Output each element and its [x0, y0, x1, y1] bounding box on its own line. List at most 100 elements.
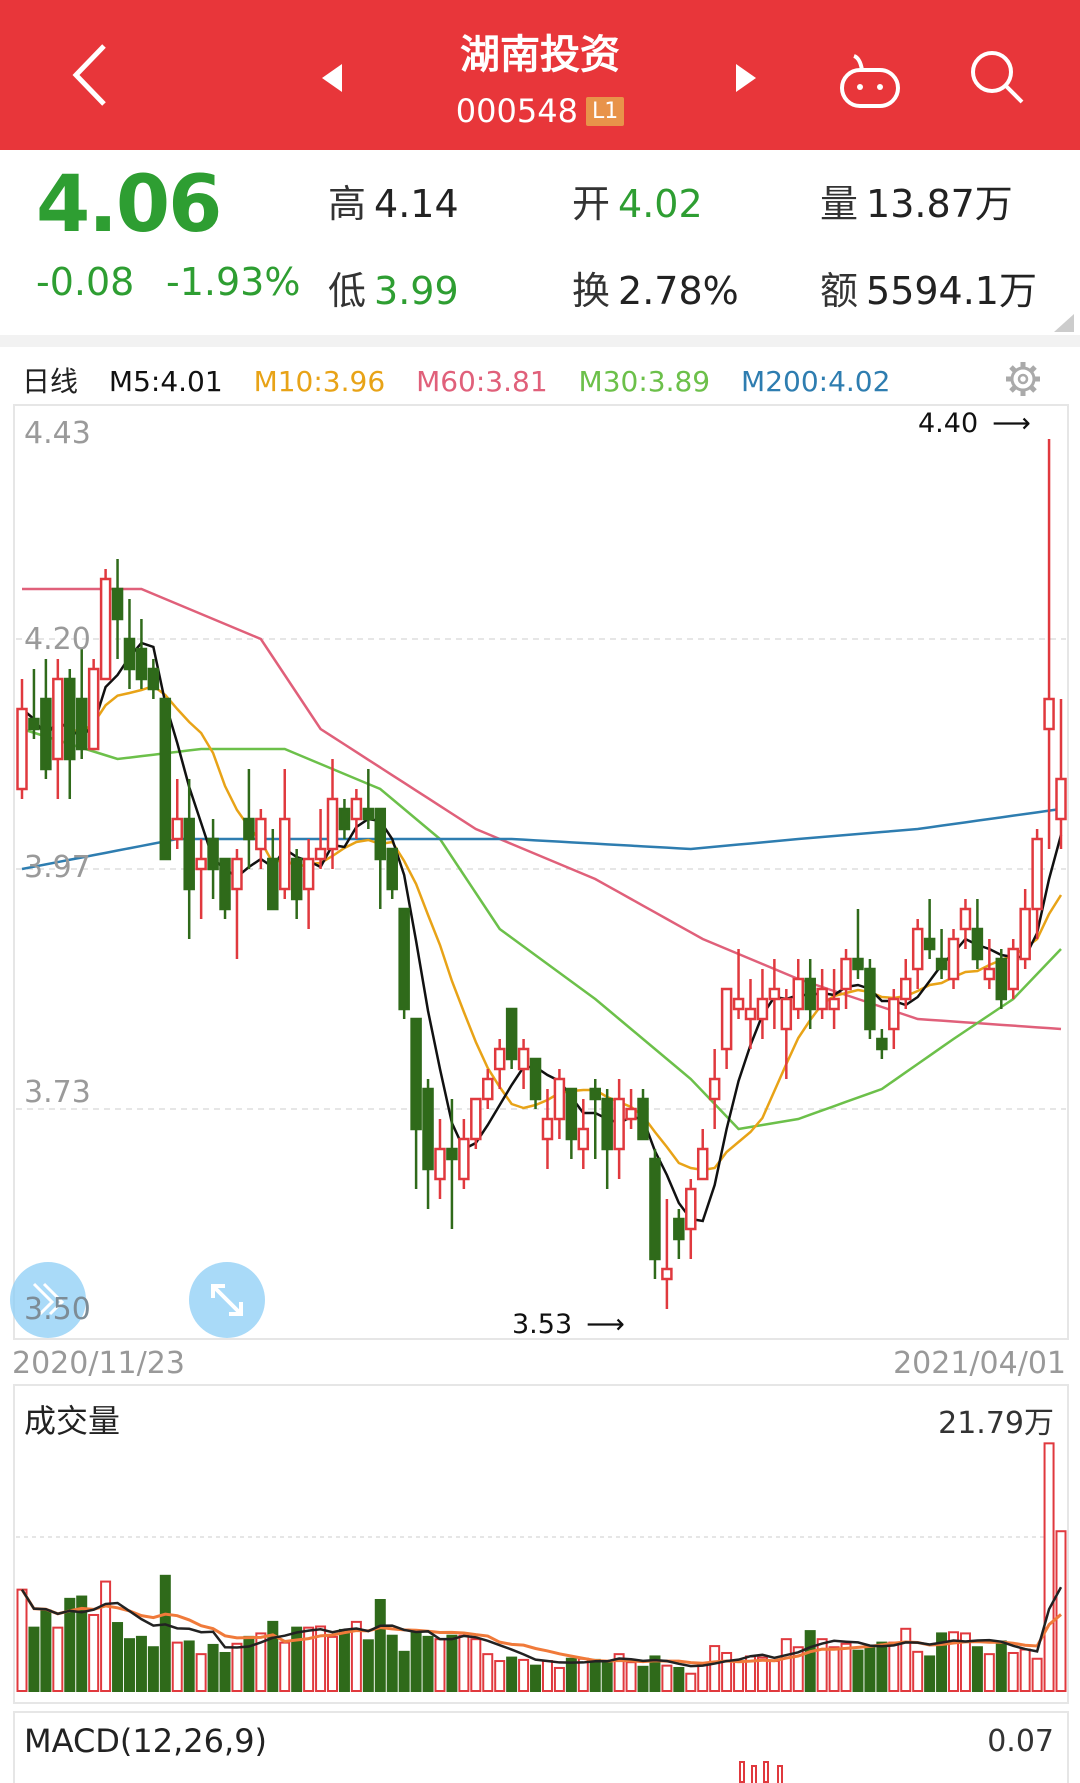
candle [159, 697, 172, 861]
volume-bar [565, 1657, 577, 1693]
candle [1043, 439, 1055, 849]
y-tick-label: 4.20 [24, 622, 91, 657]
low-price: 低 3.99 [328, 260, 459, 315]
candle [816, 969, 828, 1019]
candle [338, 799, 351, 839]
volume-bar [768, 1660, 780, 1693]
candle-body [16, 707, 28, 791]
candle [685, 1179, 697, 1259]
candle [302, 839, 315, 929]
macd-panel-title[interactable]: MACD(12,26,9) [24, 1722, 268, 1760]
volume-ma10-line [20, 1588, 1062, 1665]
candle-body [195, 857, 207, 871]
candle [732, 949, 745, 1019]
candle [780, 989, 793, 1079]
candle-body [685, 1187, 697, 1231]
scroll-left-button[interactable] [10, 1262, 86, 1338]
fullscreen-button[interactable] [189, 1262, 265, 1338]
max-price-value: 4.40 [918, 408, 979, 439]
candle-body [267, 857, 279, 911]
volume-max-label: 21.79万 [938, 1406, 1054, 1441]
open-label: 开 [572, 182, 611, 226]
volume-bar [183, 1640, 195, 1693]
double-chevron-icon [32, 1282, 65, 1316]
volume-bar [959, 1632, 971, 1693]
turnover-rate: 换 2.78% [572, 260, 739, 315]
volume-panel-title: 成交量 [24, 1402, 121, 1440]
expand-corner-icon[interactable] [1052, 312, 1076, 334]
previous-stock-icon[interactable] [320, 62, 344, 94]
candle-body [1055, 777, 1067, 821]
candle [541, 1089, 554, 1169]
gear-icon[interactable] [1004, 360, 1042, 398]
candle [434, 1119, 446, 1199]
candle-body [708, 1077, 721, 1101]
candle-body [529, 1057, 542, 1101]
volume-bar [76, 1595, 88, 1692]
volume-bar [912, 1650, 924, 1692]
stock-code: 000548 [455, 92, 578, 130]
volume-bar [112, 1622, 124, 1692]
candle-body [768, 987, 781, 1001]
next-stock-icon[interactable] [734, 62, 758, 94]
candle-body [398, 907, 410, 1011]
back-arrow-icon[interactable] [70, 42, 110, 108]
candle-body [470, 1097, 482, 1141]
candle-body [171, 817, 184, 841]
volume-bar [637, 1665, 649, 1693]
volume-bar [530, 1664, 542, 1692]
search-icon[interactable] [968, 48, 1028, 108]
amount-label: 额 [820, 269, 859, 313]
candle [183, 779, 195, 939]
min-price-annotation: 3.53 ⟶ [512, 1309, 625, 1340]
candle [768, 959, 781, 1029]
candle-body [756, 997, 769, 1021]
candle [529, 1057, 542, 1109]
ma10-line [21, 684, 1063, 1172]
candle [362, 769, 375, 829]
candle [959, 899, 972, 949]
macd-bar [739, 1761, 745, 1783]
period-label[interactable]: 日线 [22, 365, 79, 398]
candle [290, 849, 303, 919]
candle-body [541, 1117, 554, 1141]
candle [983, 939, 996, 989]
volume-bar [709, 1645, 721, 1692]
volume-bar [350, 1620, 362, 1693]
volume-bar [338, 1628, 350, 1693]
ma60-value: M60:3.81 [416, 365, 548, 398]
candle [792, 959, 805, 1019]
ma60-line [22, 587, 1062, 1031]
stock-code-row: 000548 L1 [0, 92, 1080, 130]
candle [16, 679, 28, 799]
expand-arrows-icon [211, 1284, 243, 1316]
candle-body [302, 857, 315, 891]
volume-bar [721, 1651, 733, 1693]
volume-bar [255, 1632, 267, 1693]
volume-bar [553, 1666, 565, 1693]
candle [278, 769, 291, 899]
candle-body [959, 907, 972, 931]
volume-bar [518, 1658, 530, 1692]
candle-body [255, 817, 267, 851]
candle-body [28, 717, 40, 731]
volume-bar [88, 1613, 100, 1692]
candle-body [1031, 837, 1043, 911]
macd-value: 0.07 [987, 1724, 1054, 1759]
candle [995, 949, 1008, 1009]
volume-bar [482, 1653, 494, 1692]
volume-bar [147, 1646, 159, 1693]
volume-bar [458, 1634, 470, 1693]
candle-body [207, 837, 219, 871]
candle [852, 909, 864, 979]
candle-body [947, 937, 960, 981]
open-price: 开 4.02 [572, 173, 703, 228]
candle-body [840, 957, 852, 991]
candle-body [326, 797, 339, 851]
candle-body [75, 697, 88, 751]
robot-assistant-icon[interactable] [838, 50, 904, 110]
turnover-label: 换 [572, 269, 611, 313]
candle [864, 959, 876, 1039]
level-badge: L1 [585, 97, 625, 126]
